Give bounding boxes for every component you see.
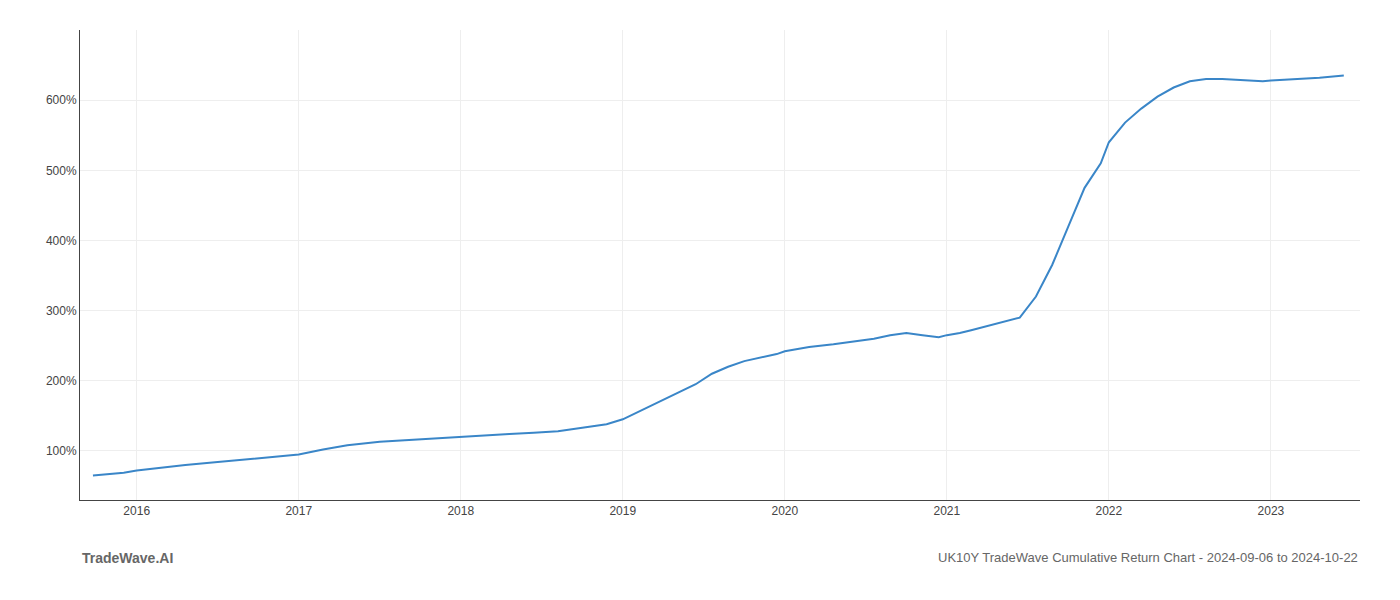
svg-text:2017: 2017	[285, 504, 312, 518]
svg-text:600%: 600%	[46, 93, 77, 107]
svg-text:2022: 2022	[1096, 504, 1123, 518]
svg-text:400%: 400%	[46, 234, 77, 248]
svg-text:200%: 200%	[46, 374, 77, 388]
svg-text:TradeWave.AI: TradeWave.AI	[82, 550, 173, 566]
svg-text:2021: 2021	[933, 504, 960, 518]
svg-text:UK10Y TradeWave Cumulative Ret: UK10Y TradeWave Cumulative Return Chart …	[938, 550, 1358, 565]
svg-text:2018: 2018	[447, 504, 474, 518]
svg-text:300%: 300%	[46, 304, 77, 318]
svg-text:2016: 2016	[123, 504, 150, 518]
svg-text:2020: 2020	[771, 504, 798, 518]
svg-text:100%: 100%	[46, 444, 77, 458]
svg-text:500%: 500%	[46, 164, 77, 178]
svg-text:2019: 2019	[609, 504, 636, 518]
svg-text:2023: 2023	[1258, 504, 1285, 518]
